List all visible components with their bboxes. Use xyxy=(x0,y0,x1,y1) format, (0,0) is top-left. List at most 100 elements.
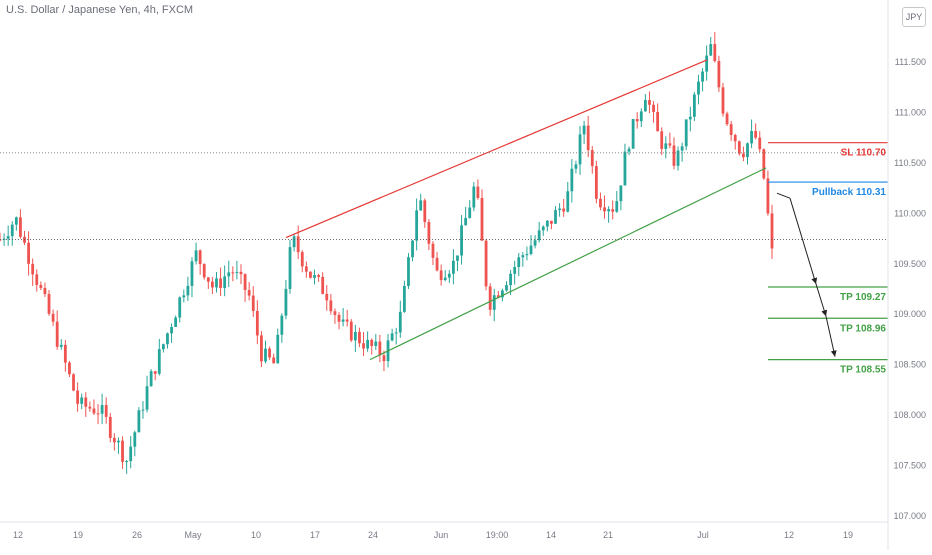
candle-body xyxy=(100,405,104,414)
candle-body xyxy=(63,344,67,363)
candle-body xyxy=(280,315,284,335)
candle-body xyxy=(709,44,713,56)
x-tick-label: 17 xyxy=(310,530,320,540)
candle-body xyxy=(721,87,725,114)
candle-body xyxy=(198,250,202,265)
candle-body xyxy=(435,257,439,271)
x-tick-label: 10 xyxy=(251,530,261,540)
candle-body xyxy=(402,285,406,312)
candle-body xyxy=(627,148,631,152)
candle-body xyxy=(762,149,766,179)
tp1-text: TP 109.27 xyxy=(840,292,886,303)
candle-body xyxy=(701,71,704,82)
candle-body xyxy=(247,290,251,296)
x-tick-label: 21 xyxy=(603,530,613,540)
projection-arrows xyxy=(776,192,837,357)
candle-body xyxy=(272,357,276,364)
candle-body xyxy=(112,437,116,443)
candle-body xyxy=(550,220,553,224)
candle-body xyxy=(668,143,672,146)
candle-body xyxy=(558,208,561,211)
currency-badge-label: JPY xyxy=(905,12,923,22)
candle-body xyxy=(239,271,243,275)
candle-body xyxy=(521,255,525,258)
candle-body xyxy=(337,314,341,322)
candle-body xyxy=(211,281,214,288)
x-tick-label: Jun xyxy=(434,530,449,540)
candle-body xyxy=(51,313,55,322)
candle-body xyxy=(758,137,762,150)
currency-badge[interactable]: JPY xyxy=(902,7,926,27)
candle-body xyxy=(635,119,639,122)
y-tick-label: 111.000 xyxy=(895,107,926,117)
candle-body xyxy=(264,348,267,362)
candle-body xyxy=(717,61,721,88)
tp2-text: TP 108.96 xyxy=(840,323,886,334)
candle-body xyxy=(325,293,329,301)
candle-body xyxy=(545,220,549,227)
candle-body xyxy=(505,285,508,291)
candle-body xyxy=(76,390,80,404)
candle-body xyxy=(133,432,137,447)
tp3-text: TP 108.55 xyxy=(840,365,886,376)
support-line xyxy=(369,167,767,361)
candle-body xyxy=(182,295,186,298)
candle-body xyxy=(615,201,619,212)
candle-body xyxy=(423,200,427,223)
candle-body xyxy=(529,245,533,255)
candle-body xyxy=(178,297,182,318)
candle-body xyxy=(166,333,169,345)
candle-body xyxy=(643,100,647,112)
y-tick-label: 107.500 xyxy=(893,461,926,471)
projection-arrow-segment xyxy=(776,192,791,199)
trend-lines xyxy=(285,59,767,361)
candle-body xyxy=(268,348,271,358)
candle-body xyxy=(19,217,22,237)
candle-body xyxy=(321,276,325,294)
candle-body xyxy=(153,371,157,374)
candle-body xyxy=(304,266,308,272)
candle-body xyxy=(648,100,651,105)
candle-body xyxy=(443,277,447,281)
candle-body xyxy=(407,257,410,286)
y-tick-label: 111.500 xyxy=(895,57,926,67)
candle-body xyxy=(464,217,468,226)
candle-body xyxy=(72,374,75,391)
candle-body xyxy=(517,257,521,268)
candle-body xyxy=(313,275,316,278)
candle-body xyxy=(737,141,741,154)
candle-body xyxy=(353,331,357,341)
candle-body xyxy=(161,344,165,350)
candle-body xyxy=(190,261,194,286)
candle-body xyxy=(411,240,414,258)
candle-body xyxy=(419,200,423,211)
candle-body xyxy=(243,274,247,291)
candle-body xyxy=(729,124,733,135)
candle-body xyxy=(141,409,145,411)
projection-arrow-segment xyxy=(815,283,828,317)
candle-body xyxy=(125,461,129,463)
candle-body xyxy=(578,134,582,165)
candle-body xyxy=(566,191,570,212)
candle-body xyxy=(439,270,443,281)
candle-body xyxy=(6,236,10,239)
candle-body xyxy=(223,276,227,288)
candle-body xyxy=(104,405,108,417)
x-tick-label: 12 xyxy=(784,530,794,540)
candle-body xyxy=(398,311,402,333)
candle-body xyxy=(43,287,47,295)
candle-body xyxy=(157,349,161,374)
candle-body xyxy=(39,284,43,288)
candle-body xyxy=(590,150,594,167)
y-tick-label: 108.000 xyxy=(893,410,926,420)
candle-body xyxy=(456,255,459,261)
candle-body xyxy=(660,131,664,149)
symbol-title: U.S. Dollar / Japanese Yen, 4h, FXCM xyxy=(6,4,194,16)
candle-body xyxy=(733,134,737,142)
candle-body xyxy=(554,210,557,224)
candle-body xyxy=(676,150,680,166)
candle-body xyxy=(684,119,688,147)
